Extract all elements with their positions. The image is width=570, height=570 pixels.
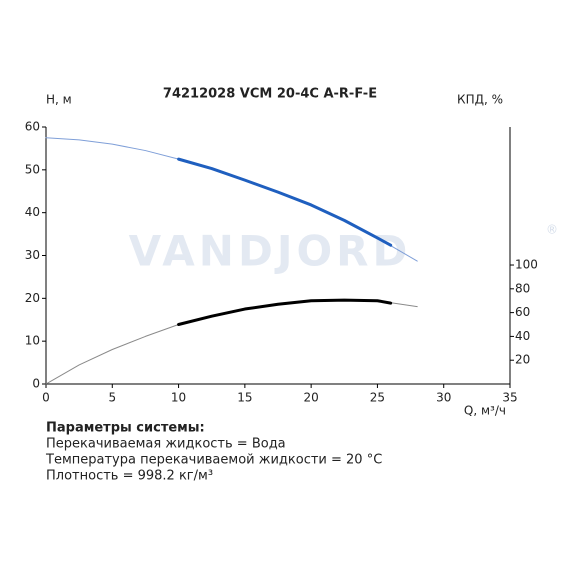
y2-tick-label: 80 — [515, 281, 530, 295]
x-tick-label: 10 — [171, 391, 186, 405]
curve — [177, 157, 393, 247]
y-tick-label: 40 — [25, 205, 40, 219]
curve — [177, 298, 393, 327]
x-tick-label: 0 — [42, 391, 50, 405]
y-tick-label: 10 — [25, 334, 40, 348]
params-heading: Параметры системы: — [46, 421, 205, 436]
y2-tick-label: 40 — [515, 329, 530, 343]
y-tick-label: 60 — [25, 120, 40, 134]
x-tick-label: 20 — [304, 391, 319, 405]
y2-tick-label: 20 — [515, 353, 530, 367]
x-tick-label: 30 — [436, 391, 451, 405]
y-tick-label: 20 — [25, 291, 40, 305]
watermark: VANDJORD — [129, 227, 412, 276]
params-line: Температура перекачиваемой жидкости = 20… — [45, 453, 382, 468]
params-line: Плотность = 998.2 кг/м³ — [46, 469, 213, 484]
y-axis-label: Н, м — [46, 93, 72, 107]
x-axis-label: Q, м³/ч — [464, 404, 506, 418]
watermark-mark: ® — [546, 223, 558, 237]
x-tick-label: 35 — [502, 391, 517, 405]
y2-tick-label: 60 — [515, 305, 530, 319]
y2-tick-label: 100 — [515, 258, 538, 272]
x-tick-label: 5 — [108, 391, 116, 405]
params-line: Перекачиваемая жидкость = Вода — [46, 437, 286, 452]
chart-title: 74212028 VCM 20-4C A-R-F-E — [163, 87, 377, 102]
y-tick-label: 30 — [25, 248, 40, 262]
x-tick-label: 25 — [370, 391, 385, 405]
y2-axis-label: КПД, % — [457, 93, 503, 107]
y-tick-label: 0 — [32, 377, 40, 391]
y-tick-label: 50 — [25, 162, 40, 176]
x-tick-label: 15 — [237, 391, 252, 405]
